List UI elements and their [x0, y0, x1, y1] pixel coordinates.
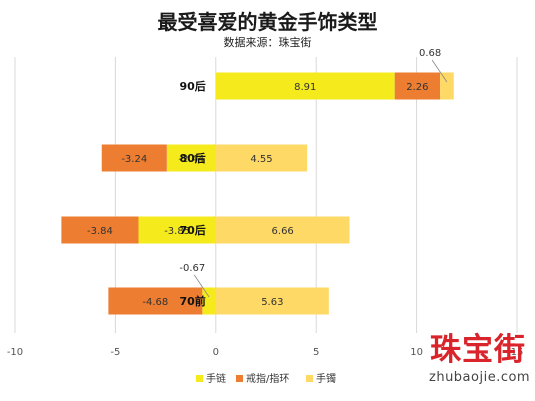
bar-segment	[215, 216, 350, 244]
chart-subtitle: 数据来源：珠宝街	[223, 36, 312, 49]
x-tick-label: 10	[410, 347, 423, 358]
category-label: 70前	[179, 294, 205, 308]
data-label: 8.91	[294, 82, 316, 93]
data-label: 0.68	[419, 48, 441, 59]
bar-segment	[138, 216, 216, 244]
legend-swatch	[306, 375, 313, 382]
bar-segment	[101, 144, 167, 172]
x-tick-label: -5	[110, 347, 120, 358]
data-label: 5.63	[261, 297, 283, 308]
legend-entry: 戒指/指环	[246, 372, 289, 385]
x-tick-label: 0	[213, 347, 219, 358]
leader-line	[431, 59, 448, 83]
data-label: -0.67	[179, 263, 205, 274]
bar-segment	[394, 72, 441, 100]
data-label: 2.26	[406, 82, 428, 93]
legend-swatch	[236, 375, 243, 382]
bar-segment	[61, 216, 139, 244]
x-tick-label: -10	[7, 347, 23, 358]
bar-segment	[215, 72, 395, 100]
bar-segment	[166, 144, 216, 172]
data-label: -3.84	[87, 226, 113, 237]
leader-line	[194, 274, 210, 298]
bar-segment	[202, 287, 216, 315]
bar-segment	[215, 287, 329, 315]
bar-segment	[108, 287, 203, 315]
data-label: -2.44	[178, 154, 204, 165]
chart-title: 最受喜爱的黄金手饰类型	[157, 10, 378, 34]
bar-segment	[440, 72, 454, 100]
legend-entry: 手链	[206, 372, 226, 385]
legend-entry: 手镯	[316, 372, 336, 385]
category-label: 70后	[179, 223, 205, 237]
legend-swatch	[196, 375, 203, 382]
data-label: -3.24	[121, 154, 147, 165]
x-tick-label: 5	[313, 347, 319, 358]
category-label: 90后	[179, 79, 205, 93]
category-label: 80后	[179, 151, 205, 165]
watermark-url: zhubaojie.com	[429, 370, 531, 385]
data-label: 4.55	[250, 154, 272, 165]
data-label: 6.66	[272, 226, 294, 237]
data-label: -3.85	[164, 226, 190, 237]
x-tick-label: 15	[511, 347, 524, 358]
bar-segment	[215, 144, 308, 172]
watermark-logo: 珠宝街	[430, 332, 526, 368]
data-label: -4.68	[142, 297, 168, 308]
